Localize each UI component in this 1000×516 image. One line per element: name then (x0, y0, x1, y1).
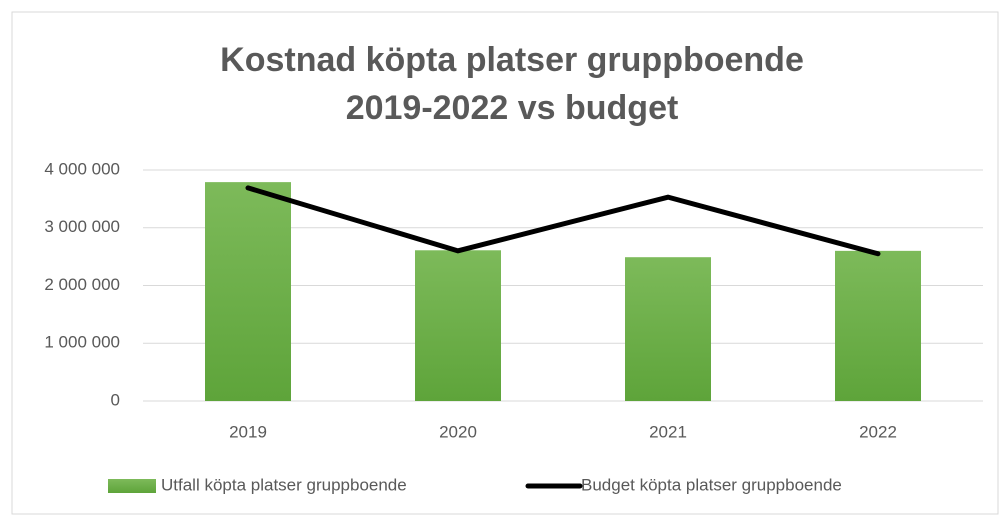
x-tick-label: 2020 (439, 422, 477, 441)
bar (625, 257, 711, 401)
y-tick-label: 0 (111, 390, 120, 409)
y-tick-label: 3 000 000 (44, 217, 120, 236)
legend-label: Budget köpta platser gruppboende (581, 475, 842, 494)
y-tick-label: 2 000 000 (44, 275, 120, 294)
bar (835, 250, 921, 401)
legend-label: Utfall köpta platser gruppboende (161, 475, 407, 494)
chart-title: Kostnad köpta platser gruppboende (220, 41, 804, 79)
bar (205, 182, 291, 401)
y-tick-label: 4 000 000 (44, 159, 120, 178)
bar (415, 250, 501, 401)
x-tick-label: 2022 (859, 422, 897, 441)
chart-frame (11, 11, 999, 515)
y-tick-label: 1 000 000 (44, 333, 120, 352)
legend-swatch (108, 479, 156, 493)
chart-title: 2019-2022 vs budget (346, 89, 679, 127)
x-tick-label: 2021 (649, 422, 687, 441)
x-tick-label: 2019 (229, 422, 267, 441)
line (245, 185, 881, 257)
